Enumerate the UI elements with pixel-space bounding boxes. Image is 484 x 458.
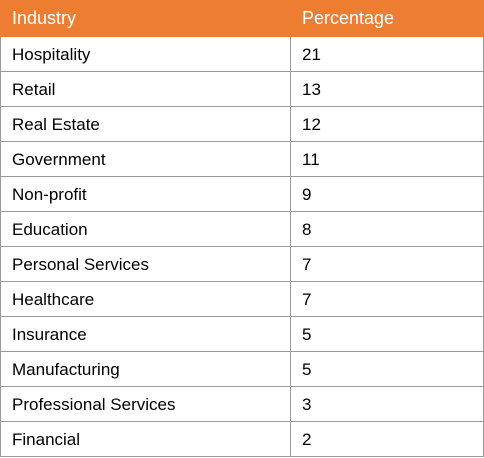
percentage-cell: 7 xyxy=(302,255,312,274)
percentage-cell: 5 xyxy=(302,325,312,344)
industry-cell: Healthcare xyxy=(12,290,95,309)
row-divider xyxy=(0,106,484,107)
table-row: Financial 2 xyxy=(0,422,484,457)
percentage-cell: 11 xyxy=(302,150,320,169)
percentage-cell: 2 xyxy=(302,430,312,449)
column-header-percentage: Percentage xyxy=(302,8,395,28)
row-divider xyxy=(0,421,484,422)
table-row: Education 8 xyxy=(0,212,484,247)
table-row: Real Estate 12 xyxy=(0,107,484,142)
industry-cell: Government xyxy=(12,150,106,169)
industry-cell: Insurance xyxy=(12,325,87,344)
column-header-industry: Industry xyxy=(12,8,77,28)
industry-cell: Education xyxy=(12,220,88,239)
row-divider xyxy=(0,71,484,72)
industry-cell: Financial xyxy=(12,430,81,449)
percentage-cell: 5 xyxy=(302,360,312,379)
table-row: Retail 13 xyxy=(0,72,484,107)
row-divider xyxy=(0,351,484,352)
column-divider xyxy=(290,37,291,457)
table-row: Government 11 xyxy=(0,142,484,177)
table-header: Industry Percentage xyxy=(0,0,484,37)
row-divider xyxy=(0,316,484,317)
row-divider xyxy=(0,176,484,177)
table-row: Insurance 5 xyxy=(0,317,484,352)
column-divider xyxy=(0,37,1,457)
row-divider xyxy=(0,456,484,457)
industry-cell: Professional Services xyxy=(12,395,176,414)
row-divider xyxy=(0,281,484,282)
percentage-cell: 3 xyxy=(302,395,312,414)
table-row: Non-profit 9 xyxy=(0,177,484,212)
percentage-cell: 12 xyxy=(302,115,321,134)
table-row: Healthcare 7 xyxy=(0,282,484,317)
table-row: Professional Services 3 xyxy=(0,387,484,422)
percentage-cell: 9 xyxy=(302,185,312,204)
industry-cell: Real Estate xyxy=(12,115,100,134)
percentage-cell: 7 xyxy=(302,290,312,309)
industry-cell: Retail xyxy=(12,80,56,99)
percentage-cell: 13 xyxy=(302,80,321,99)
industry-cell: Hospitality xyxy=(12,45,91,64)
table-row: Manufacturing 5 xyxy=(0,352,484,387)
row-divider xyxy=(0,211,484,212)
table-row: Personal Services 7 xyxy=(0,247,484,282)
row-divider xyxy=(0,246,484,247)
percentage-cell: 21 xyxy=(302,45,321,64)
industry-cell: Personal Services xyxy=(12,255,150,274)
row-divider xyxy=(0,386,484,387)
table-row: Hospitality 21 xyxy=(0,37,484,72)
industry-cell: Manufacturing xyxy=(12,360,120,379)
industry-cell: Non-profit xyxy=(12,185,87,204)
percentage-cell: 8 xyxy=(302,220,312,239)
row-divider xyxy=(0,141,484,142)
